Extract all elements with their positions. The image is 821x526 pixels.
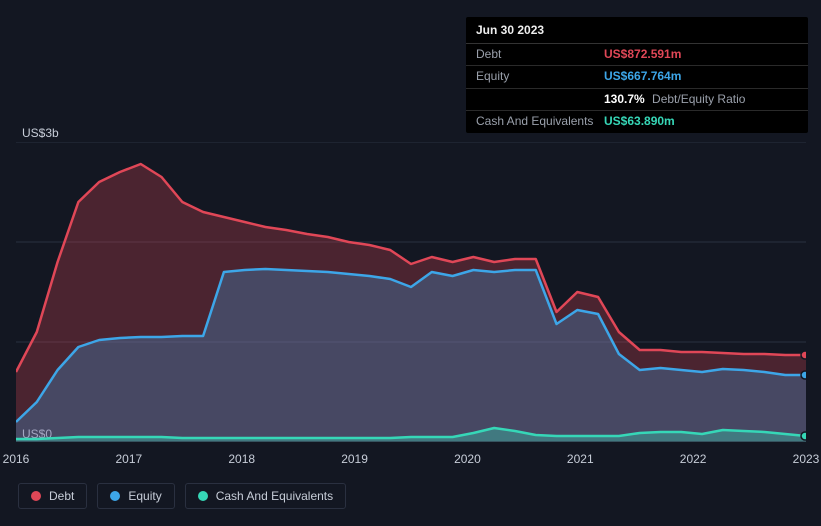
cash-swatch-icon bbox=[198, 491, 208, 501]
area-chart bbox=[16, 142, 806, 442]
equity-end-marker bbox=[801, 371, 806, 379]
debt-end-marker bbox=[801, 351, 806, 359]
x-tick-label: 2020 bbox=[454, 452, 481, 466]
tooltip-value: US$63.890m bbox=[604, 114, 675, 130]
equity-swatch-icon bbox=[110, 491, 120, 501]
x-axis-labels: 20162017201820192020202120222023 bbox=[16, 452, 806, 472]
chart-tooltip: Jun 30 2023 DebtUS$872.591mEquityUS$667.… bbox=[466, 17, 808, 133]
legend-label: Debt bbox=[49, 489, 74, 503]
tooltip-value: 130.7% Debt/Equity Ratio bbox=[604, 92, 745, 108]
x-tick-label: 2017 bbox=[115, 452, 142, 466]
tooltip-row: Cash And EquivalentsUS$63.890m bbox=[466, 111, 808, 133]
tooltip-label: Equity bbox=[476, 69, 604, 85]
tooltip-value: US$667.764m bbox=[604, 69, 681, 85]
legend-label: Cash And Equivalents bbox=[216, 489, 333, 503]
tooltip-row: EquityUS$667.764m bbox=[466, 66, 808, 89]
y-axis-max-label: US$3b bbox=[22, 126, 59, 140]
x-tick-label: 2018 bbox=[228, 452, 255, 466]
x-tick-label: 2023 bbox=[793, 452, 820, 466]
legend-label: Equity bbox=[128, 489, 161, 503]
tooltip-date: Jun 30 2023 bbox=[466, 17, 808, 44]
x-tick-label: 2019 bbox=[341, 452, 368, 466]
legend-item-debt[interactable]: Debt bbox=[18, 483, 87, 509]
tooltip-label: Debt bbox=[476, 47, 604, 63]
legend-item-equity[interactable]: Equity bbox=[97, 483, 174, 509]
tooltip-value: US$872.591m bbox=[604, 47, 681, 63]
x-tick-label: 2022 bbox=[680, 452, 707, 466]
tooltip-row: DebtUS$872.591m bbox=[466, 44, 808, 67]
debt-swatch-icon bbox=[31, 491, 41, 501]
x-tick-label: 2021 bbox=[567, 452, 594, 466]
x-tick-label: 2016 bbox=[3, 452, 30, 466]
tooltip-row: 130.7% Debt/Equity Ratio bbox=[466, 89, 808, 112]
chart-legend: Debt Equity Cash And Equivalents bbox=[18, 483, 346, 509]
legend-item-cash[interactable]: Cash And Equivalents bbox=[185, 483, 346, 509]
cash-end-marker bbox=[801, 432, 806, 440]
tooltip-label: Cash And Equivalents bbox=[476, 114, 604, 130]
tooltip-label bbox=[476, 92, 604, 108]
